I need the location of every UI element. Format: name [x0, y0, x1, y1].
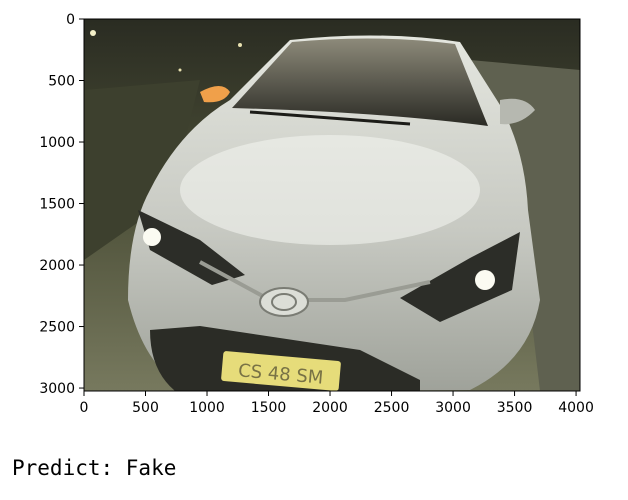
y-tick-label: 2500 — [39, 320, 75, 336]
prediction-caption: Predict: Fake — [12, 456, 177, 480]
mirror-right — [500, 98, 535, 125]
x-tick-label: 500 — [132, 400, 159, 416]
y-axis: 0 500 1000 1500 2000 2500 3000 — [39, 12, 84, 397]
image-plot: CS 48 SM 0 500 1000 1500 2000 2500 3000 3500 400… — [39, 12, 594, 416]
toyota-badge — [259, 287, 309, 317]
y-tick-label: 1500 — [39, 197, 75, 213]
y-tick-label: 3000 — [39, 381, 75, 397]
x-tick-label: 4000 — [558, 400, 594, 416]
windshield — [232, 38, 488, 126]
x-tick-label: 0 — [80, 400, 89, 416]
x-tick-label: 1500 — [251, 400, 287, 416]
x-tick-label: 1000 — [189, 400, 225, 416]
y-tick-label: 500 — [48, 74, 75, 90]
mirror-left — [200, 86, 230, 103]
headlight-left — [138, 210, 245, 285]
license-plate — [221, 351, 341, 391]
y-tick-label: 2000 — [39, 258, 75, 274]
x-tick-label: 3500 — [497, 400, 533, 416]
x-axis: 0 500 1000 1500 2000 2500 3000 3500 4000 — [80, 391, 594, 416]
headlight-right — [400, 232, 520, 322]
road-left — [84, 80, 200, 260]
x-tick-label: 2500 — [374, 400, 410, 416]
axes-frame — [83, 18, 581, 392]
car-photo: CS 48 SM — [84, 19, 580, 391]
y-tick-label: 1000 — [39, 135, 75, 151]
x-tick-label: 2000 — [312, 400, 348, 416]
x-tick-label: 3000 — [435, 400, 471, 416]
y-tick-label: 0 — [66, 12, 75, 28]
